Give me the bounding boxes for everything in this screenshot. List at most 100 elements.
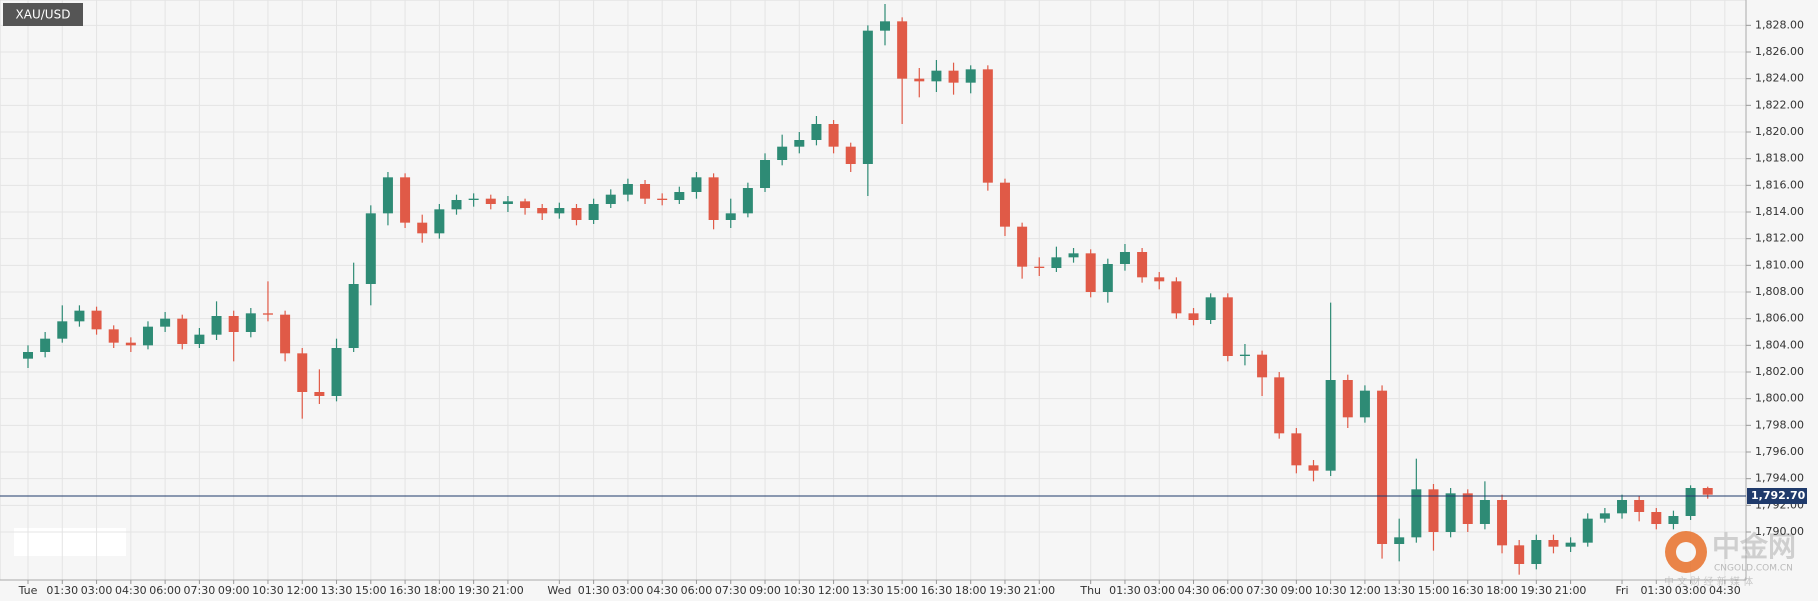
candle-body <box>451 200 462 210</box>
candle-body <box>142 326 153 346</box>
candle-body <box>194 334 205 344</box>
candle-body <box>1702 488 1713 495</box>
x-tick-label: 16:30 <box>921 584 953 597</box>
candle-body <box>1102 264 1113 292</box>
y-tick-label: 1,828.00 <box>1755 18 1804 31</box>
candle-body <box>365 213 376 284</box>
candle-body <box>537 208 548 214</box>
candle-body <box>1222 297 1233 356</box>
x-tick-label: 10:30 <box>252 584 284 597</box>
candle-body <box>588 204 599 220</box>
candle-body <box>1462 493 1473 524</box>
candle-body <box>468 198 479 200</box>
x-tick-label: 19:30 <box>1520 584 1552 597</box>
grid <box>0 0 1746 580</box>
chart-title: XAU/USD <box>16 8 71 22</box>
candle-body <box>434 209 445 234</box>
watermark-name: 中金网 <box>1712 530 1796 563</box>
y-tick-label: 1,794.00 <box>1755 472 1804 485</box>
candle-body <box>1377 390 1388 544</box>
candle-body <box>177 318 188 344</box>
candle-body <box>1497 500 1508 546</box>
candle-body <box>1017 226 1028 267</box>
candle-body <box>1308 465 1319 471</box>
x-tick-label: 06:00 <box>681 584 713 597</box>
candle-body <box>348 284 359 348</box>
x-tick-label: 09:00 <box>1281 584 1313 597</box>
x-tick-label: 15:00 <box>355 584 387 597</box>
x-tick-label: 01:30 <box>578 584 610 597</box>
candle-body <box>1291 433 1302 466</box>
x-tick-label: 13:30 <box>1383 584 1415 597</box>
candle-body <box>1034 266 1045 268</box>
x-tick-label: 03:00 <box>1143 584 1175 597</box>
candle-body <box>657 198 668 200</box>
candle-body <box>1394 537 1405 544</box>
x-tick-label: 18:00 <box>955 584 987 597</box>
candle-body <box>1565 542 1576 547</box>
candle-body <box>571 208 582 220</box>
candle-body <box>1119 252 1130 264</box>
y-tick-label: 1,790.00 <box>1755 525 1804 538</box>
y-tick-label: 1,802.00 <box>1755 365 1804 378</box>
candle-body <box>57 321 68 339</box>
x-tick-label: 01:30 <box>1640 584 1672 597</box>
last-price-badge <box>1747 488 1807 504</box>
candle-body <box>777 146 788 160</box>
candle-body <box>1342 380 1353 418</box>
candle-body <box>1137 252 1148 278</box>
candle-body <box>948 70 959 83</box>
x-tick-label: 07:30 <box>715 584 747 597</box>
y-tick-label: 1,804.00 <box>1755 338 1804 351</box>
candle-body <box>125 342 136 346</box>
candle-body <box>931 70 942 82</box>
candle-body <box>622 184 633 195</box>
candle-body <box>1582 518 1593 543</box>
candle-body <box>982 69 993 183</box>
x-tick-label: 19:30 <box>989 584 1021 597</box>
candle-body <box>40 338 51 352</box>
candle-body <box>502 201 513 204</box>
candle-body <box>845 146 856 164</box>
y-tick-label: 1,800.00 <box>1755 392 1804 405</box>
last-price-label: 1,792.70 <box>1751 489 1806 502</box>
candle-body <box>160 318 171 327</box>
candle-body <box>108 329 119 343</box>
x-tick-label: 18:00 <box>1486 584 1518 597</box>
candle-body <box>280 314 291 354</box>
x-tick-label: 09:00 <box>218 584 250 597</box>
candle-body <box>554 208 565 214</box>
candle-body <box>1531 540 1542 564</box>
x-tick-label: 03:00 <box>612 584 644 597</box>
candle-body <box>228 316 239 332</box>
candle-body <box>1068 253 1079 258</box>
candle-body <box>1051 257 1062 268</box>
x-tick-label: 06:00 <box>1212 584 1244 597</box>
x-tick-label: 10:30 <box>1315 584 1347 597</box>
x-tick-label: 06:00 <box>149 584 181 597</box>
y-tick-label: 1,798.00 <box>1755 418 1804 431</box>
candle-body <box>1325 380 1336 471</box>
x-tick-label: 21:00 <box>1023 584 1055 597</box>
candle-body <box>74 310 85 322</box>
y-tick-label: 1,796.00 <box>1755 445 1804 458</box>
candle-body <box>999 182 1010 227</box>
x-tick-label: 15:00 <box>886 584 918 597</box>
x-tick-label: 19:30 <box>458 584 490 597</box>
candle-body <box>23 352 33 359</box>
x-tick-label: 18:00 <box>424 584 456 597</box>
watermark-site: CNGOLD.COM.CN <box>1714 564 1793 574</box>
candle-body <box>331 348 342 396</box>
candle-body <box>674 192 685 200</box>
candle-body <box>828 124 839 147</box>
x-tick-label: 13:30 <box>852 584 884 597</box>
candle-body <box>1085 253 1096 292</box>
candle-body <box>485 198 496 204</box>
watermark-logo-inner <box>1676 542 1696 562</box>
y-tick-label: 1,820.00 <box>1755 125 1804 138</box>
candle-body <box>1514 545 1525 564</box>
candle-body <box>1171 281 1182 314</box>
y-tick-label: 1,824.00 <box>1755 72 1804 85</box>
candle-body <box>1599 513 1610 519</box>
y-tick-label: 1,810.00 <box>1755 258 1804 271</box>
